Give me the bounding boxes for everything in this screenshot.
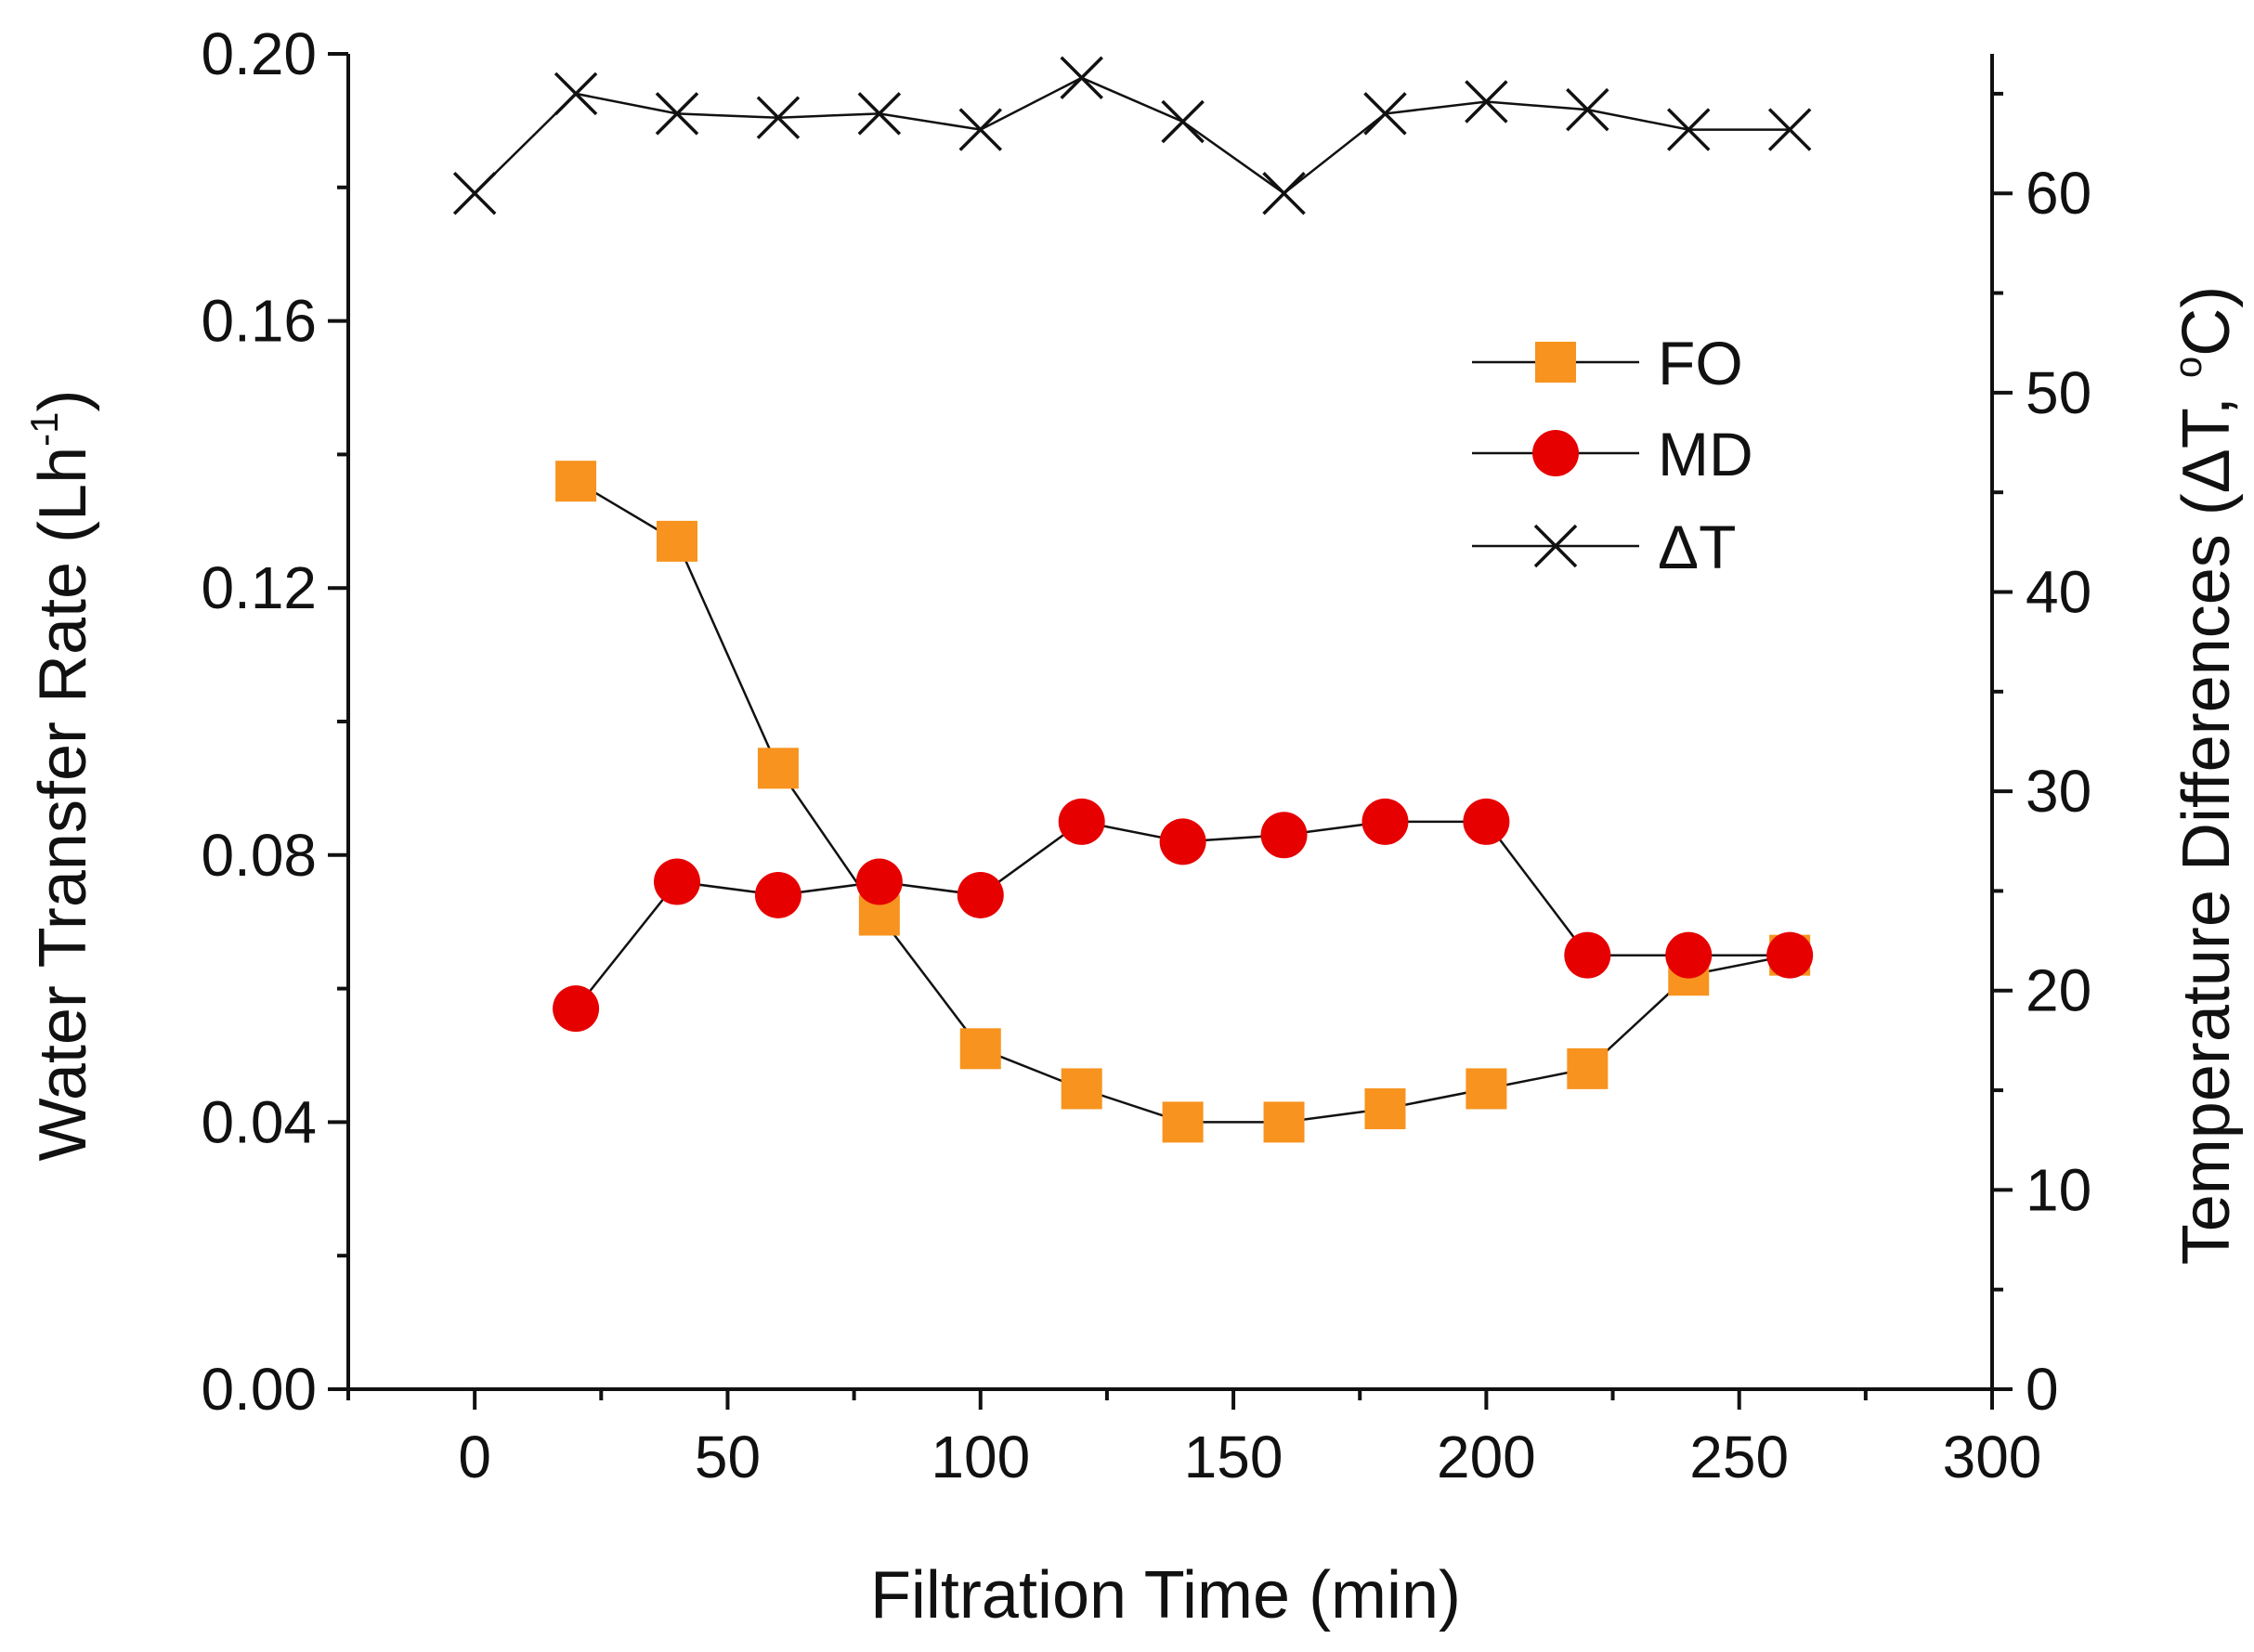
x-tick-label: 250 <box>1689 1424 1789 1490</box>
data-point-md <box>1159 818 1206 865</box>
y-right-tick-label: 10 <box>2026 1156 2091 1223</box>
x-tick-label: 200 <box>1437 1424 1536 1490</box>
data-point-md <box>855 858 903 905</box>
y-right-tick-label: 20 <box>2026 957 2091 1024</box>
x-tick-label: 150 <box>1184 1424 1283 1490</box>
legend: FO MD ΔT <box>1472 329 1753 581</box>
data-point-fo <box>959 1028 1001 1070</box>
legend-label-md: MD <box>1658 420 1753 488</box>
y-left-tick-label: 0.08 <box>201 822 317 889</box>
x-tick-label: 50 <box>695 1424 761 1490</box>
x-tick-label: 300 <box>1943 1424 2042 1490</box>
data-point-md <box>1058 798 1105 845</box>
series-markers <box>452 56 1814 1143</box>
y-left-tick-label: 0.16 <box>201 288 317 355</box>
y-left-tick-label: 0.04 <box>201 1088 317 1155</box>
data-point-md <box>957 871 1004 918</box>
y-left-tick-label: 0.20 <box>201 20 317 87</box>
data-point-dt <box>1060 56 1103 99</box>
data-point-fo <box>1162 1101 1204 1143</box>
data-point-dt <box>1666 108 1711 151</box>
legend-marker-fo <box>1535 342 1576 383</box>
data-point-fo <box>1466 1068 1507 1110</box>
data-point-fo <box>1364 1088 1406 1130</box>
data-point-md <box>1564 931 1611 979</box>
legend-marker-dt <box>1533 524 1578 568</box>
data-point-dt <box>1363 92 1407 136</box>
data-point-fo <box>757 748 799 789</box>
data-point-fo <box>1263 1101 1305 1143</box>
axes: 0 50 100 150 200 250 3000.000.040.080.120.160.… <box>201 20 2091 1490</box>
data-point-dt <box>1566 87 1609 132</box>
data-point-md <box>1766 931 1814 979</box>
data-point-md <box>1665 931 1713 979</box>
y-right-tick-label: 0 <box>2026 1356 2059 1423</box>
y-right-tick-label: 50 <box>2026 359 2091 426</box>
y-right-tick-label: 40 <box>2026 558 2091 625</box>
data-point-md <box>553 985 600 1033</box>
data-point-md <box>1362 798 1409 845</box>
data-point-dt <box>452 172 497 215</box>
y-right-tick-label: 30 <box>2026 758 2091 825</box>
y-left-tick-label: 0.00 <box>201 1356 317 1423</box>
data-point-dt <box>958 108 1003 151</box>
data-point-dt <box>655 92 699 136</box>
y-left-tick-label: 0.12 <box>201 554 317 621</box>
x-axis-title: Filtration Time (min) <box>870 1558 1461 1632</box>
x-tick-label: 0 <box>458 1424 491 1490</box>
data-point-dt <box>1161 99 1205 144</box>
legend-label-dt: ΔT <box>1658 513 1736 581</box>
data-point-fo <box>657 520 697 562</box>
data-point-fo <box>1567 1047 1609 1089</box>
data-point-dt <box>857 92 902 136</box>
x-tick-label: 100 <box>931 1424 1030 1490</box>
y-left-axis-title: Water Transfer Rate (Lh-1) <box>22 390 100 1162</box>
data-point-dt <box>1465 80 1508 124</box>
data-point-md <box>1463 798 1510 845</box>
legend-marker-md <box>1532 430 1579 476</box>
data-point-dt <box>1262 172 1306 215</box>
data-point-md <box>754 871 801 918</box>
legend-label-fo: FO <box>1658 329 1743 397</box>
data-point-dt <box>554 72 598 116</box>
series-line-fo <box>575 480 1791 1124</box>
data-point-dt <box>1767 108 1812 151</box>
y-right-axis-title: Temperature Differences (ΔT, oC) <box>2166 286 2244 1265</box>
data-point-dt <box>756 96 801 139</box>
data-point-fo <box>555 461 597 502</box>
data-point-md <box>654 858 700 905</box>
data-point-fo <box>1061 1068 1102 1110</box>
series-line-dt <box>474 76 1791 195</box>
data-point-md <box>1260 812 1308 859</box>
y-right-tick-label: 60 <box>2026 160 2091 227</box>
